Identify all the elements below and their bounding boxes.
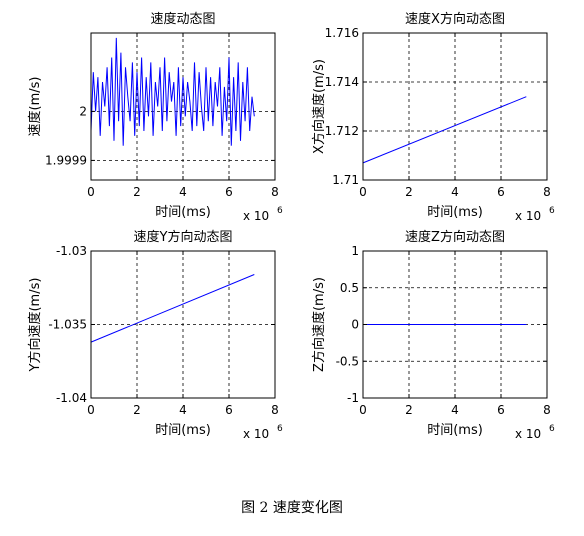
x-tick-label: 2 (405, 403, 413, 417)
y-tick-label: 1.714 (325, 75, 359, 89)
x-axis-label: 时间(ms) (155, 423, 211, 438)
y-tick-label: 0.5 (340, 281, 359, 295)
x-axis-label: 时间(ms) (427, 205, 483, 220)
x-tick-label: 4 (179, 403, 187, 417)
y-tick-label: 1 (351, 244, 359, 258)
x-tick-label: 8 (271, 403, 279, 417)
y-axis-label: Y方向速度(m/s) (27, 278, 43, 373)
chart-title: 速度Y方向动态图 (134, 229, 233, 245)
y-axis-label: 速度(m/s) (27, 77, 43, 137)
x-tick-label: 8 (271, 185, 279, 199)
x-axis-label: 时间(ms) (155, 205, 211, 220)
x-tick-label: 6 (497, 403, 505, 417)
chart-title: 速度X方向动态图 (405, 11, 505, 27)
x-tick-label: 0 (87, 185, 95, 199)
y-tick-label: 2 (79, 104, 87, 118)
x-tick-label: 6 (497, 185, 505, 199)
x-tick-label: 0 (359, 403, 367, 417)
y-tick-label: -1.03 (56, 244, 87, 258)
figure-caption: 图 2 速度变化图 (241, 500, 343, 516)
chart-title: 速度Z方向动态图 (405, 229, 505, 245)
y-tick-label: 1.716 (325, 26, 359, 40)
y-axis-label: Z方向速度(m/s) (311, 277, 327, 372)
x-tick-label: 8 (543, 185, 551, 199)
x-exponent-power: 6 (549, 206, 555, 216)
x-tick-label: 6 (225, 185, 233, 199)
y-tick-label: 1.71 (332, 173, 359, 187)
x-tick-label: 8 (543, 403, 551, 417)
x-tick-label: 4 (451, 185, 459, 199)
y-tick-label: 1.712 (325, 124, 359, 138)
x-exponent-label: x 10 (515, 209, 541, 223)
x-tick-label: 4 (451, 403, 459, 417)
y-tick-label: -1.035 (48, 318, 87, 332)
series-line (362, 96, 527, 164)
x-exponent-label: x 10 (243, 427, 269, 441)
series-line (90, 274, 255, 343)
x-tick-label: 2 (133, 185, 141, 199)
y-tick-label: -1.04 (56, 391, 87, 405)
series-line (90, 37, 255, 146)
x-exponent-label: x 10 (243, 209, 269, 223)
x-exponent-power: 6 (277, 206, 283, 216)
y-tick-label: 0 (351, 318, 359, 332)
x-exponent-power: 6 (277, 424, 283, 434)
y-tick-label: 1.9999 (45, 153, 87, 167)
x-axis-label: 时间(ms) (427, 423, 483, 438)
x-tick-label: 0 (87, 403, 95, 417)
chart-title: 速度动态图 (150, 11, 215, 27)
x-tick-label: 2 (405, 185, 413, 199)
x-exponent-label: x 10 (515, 427, 541, 441)
y-tick-label: -1 (347, 391, 359, 405)
y-tick-label: -0.5 (336, 354, 359, 368)
y-axis-label: X方向速度(m/s) (311, 59, 327, 154)
x-tick-label: 0 (359, 185, 367, 199)
x-exponent-power: 6 (549, 424, 555, 434)
x-tick-label: 6 (225, 403, 233, 417)
x-tick-label: 2 (133, 403, 141, 417)
x-tick-label: 4 (179, 185, 187, 199)
